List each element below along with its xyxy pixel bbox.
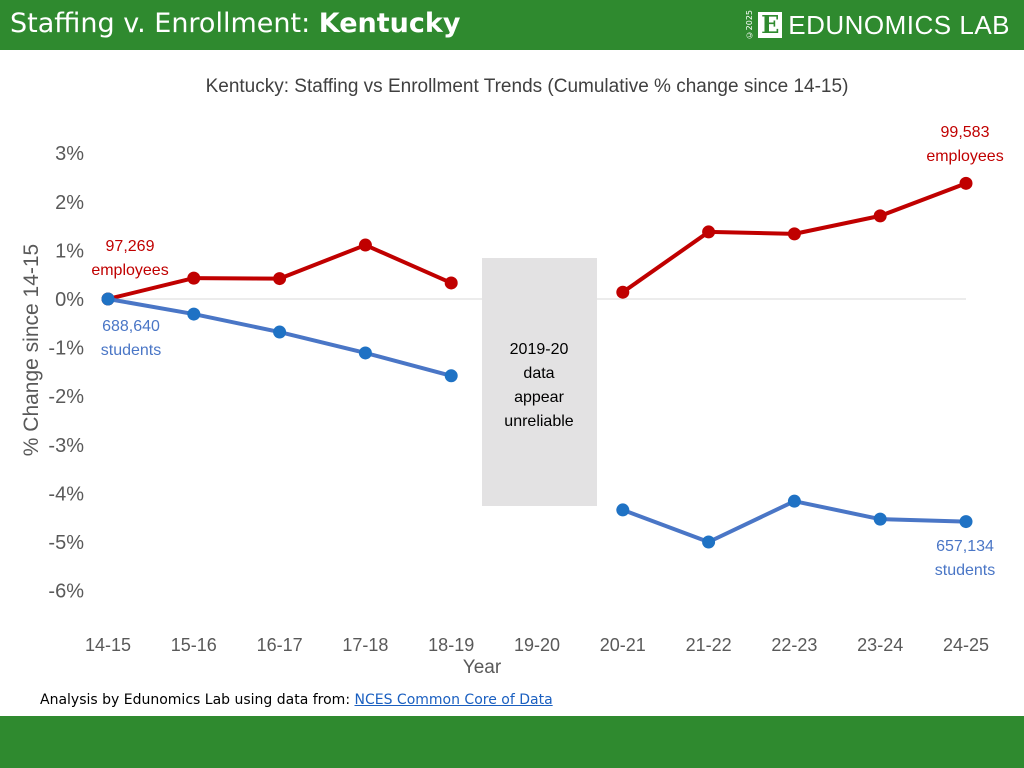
students-end-label: 657,134 xyxy=(936,538,994,555)
students-point xyxy=(702,535,716,549)
y-tick-label: 1% xyxy=(55,240,84,262)
source-note-text: Analysis by Edunomics Lab using data fro… xyxy=(40,692,355,708)
y-tick-label: -2% xyxy=(48,386,84,408)
y-tick-label: -5% xyxy=(48,532,84,554)
staff-end-label: 99,583 xyxy=(941,124,990,141)
footer-bar xyxy=(0,716,1024,768)
staff-point xyxy=(616,285,630,299)
line-chart: Kentucky: Staffing vs Enrollment Trends … xyxy=(20,76,1004,678)
y-tick-label: -1% xyxy=(48,338,84,360)
gap-note-text: 2019-20 xyxy=(510,341,569,358)
x-tick-label: 21-22 xyxy=(686,635,732,655)
y-tick-label: -3% xyxy=(48,435,84,457)
staff-point xyxy=(273,272,287,286)
nces-ccd-link[interactable]: NCES Common Core of Data xyxy=(354,692,553,708)
x-tick-label: 16-17 xyxy=(257,635,303,655)
x-tick-label: 14-15 xyxy=(85,635,131,655)
x-tick-label: 23-24 xyxy=(857,635,903,655)
staff-point xyxy=(187,271,201,285)
gap-note-text: appear xyxy=(514,389,564,406)
staff-end-label: employees xyxy=(926,148,1003,165)
y-tick-label: 3% xyxy=(55,143,84,165)
x-tick-label: 18-19 xyxy=(428,635,474,655)
header-bar: Staffing v. Enrollment: Kentucky ©2025 E… xyxy=(0,0,1024,50)
title-state: Kentucky xyxy=(318,8,461,39)
x-tick-label: 17-18 xyxy=(342,635,388,655)
source-note: Analysis by Edunomics Lab using data fro… xyxy=(40,692,553,708)
unreliable-data-box xyxy=(482,258,597,506)
x-tick-label: 24-25 xyxy=(943,635,989,655)
chart-title: Kentucky: Staffing vs Enrollment Trends … xyxy=(206,76,849,97)
students-start-label: 688,640 xyxy=(102,318,160,335)
staff-point xyxy=(702,225,716,239)
x-axis-label: Year xyxy=(463,657,502,678)
students-point xyxy=(273,325,287,339)
gap-note-text: data xyxy=(523,365,554,382)
logo-text: EDUNOMICS LAB xyxy=(788,9,1010,40)
staff-point xyxy=(873,209,887,223)
staff-point xyxy=(787,227,801,241)
y-tick-label: -4% xyxy=(48,483,84,505)
students-point xyxy=(187,307,201,321)
students-point xyxy=(444,369,458,383)
students-point xyxy=(959,515,973,529)
title-prefix: Staffing v. Enrollment: xyxy=(10,8,319,39)
y-axis-label: % Change since 14-15 xyxy=(20,244,43,456)
staff-start-label: 97,269 xyxy=(106,238,155,255)
y-tick-label: 2% xyxy=(55,192,84,214)
students-point xyxy=(616,503,630,517)
logo-mark-icon: E xyxy=(758,12,783,38)
staff-point xyxy=(959,176,973,190)
students-point xyxy=(101,292,115,306)
students-start-label: students xyxy=(101,342,161,359)
x-tick-label: 19-20 xyxy=(514,635,560,655)
staff-start-label: employees xyxy=(91,262,168,279)
page-title: Staffing v. Enrollment: Kentucky xyxy=(10,8,460,39)
y-tick-label: -6% xyxy=(48,581,84,603)
students-point xyxy=(787,494,801,508)
edunomics-logo: ©2025 E EDUNOMICS LAB xyxy=(745,6,1010,44)
gap-note-text: unreliable xyxy=(504,413,573,430)
students-point xyxy=(873,512,887,526)
staff-point xyxy=(444,276,458,290)
x-tick-label: 20-21 xyxy=(600,635,646,655)
staff-point xyxy=(358,238,372,252)
y-tick-label: 0% xyxy=(55,289,84,311)
x-tick-label: 22-23 xyxy=(771,635,817,655)
x-tick-label: 15-16 xyxy=(171,635,217,655)
students-point xyxy=(358,346,372,360)
students-end-label: students xyxy=(935,562,995,579)
